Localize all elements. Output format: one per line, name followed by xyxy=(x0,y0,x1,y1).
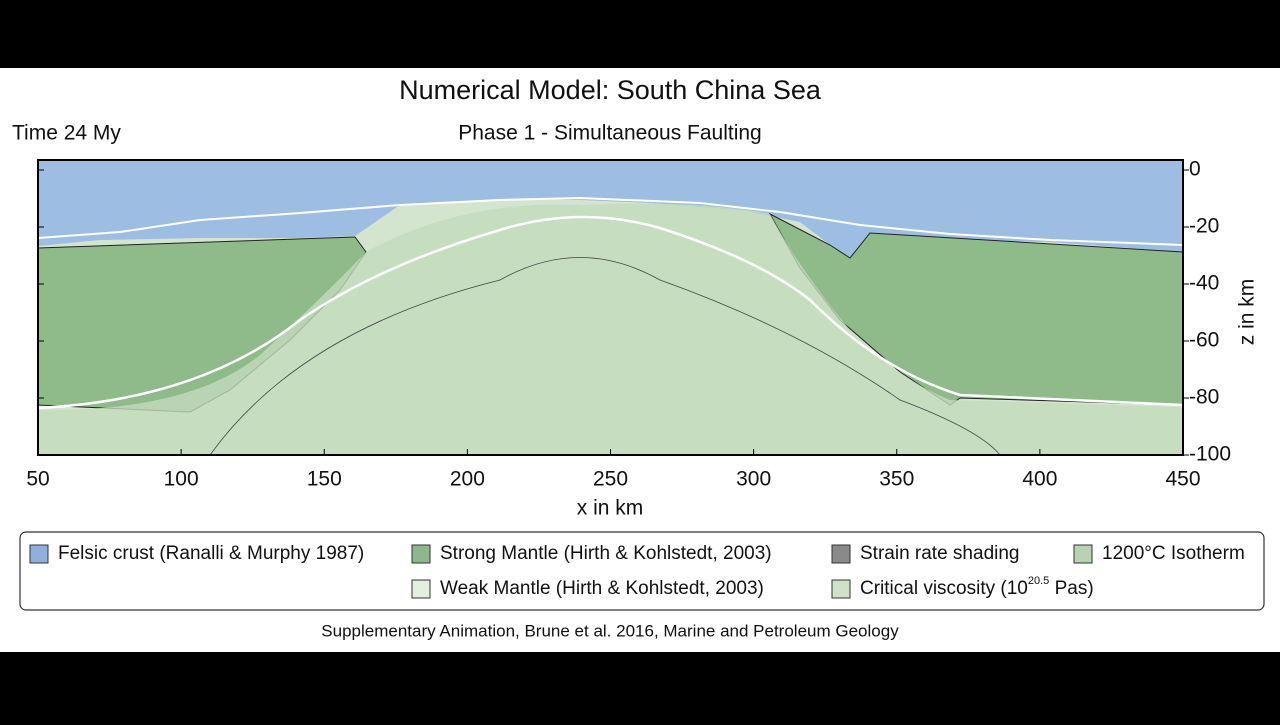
x-axis-label: x in km xyxy=(577,497,644,520)
legend: Felsic crust (Ranalli & Murphy 1987) Stro… xyxy=(19,531,1265,611)
x-tick-label: 250 xyxy=(593,468,628,491)
legend-swatch xyxy=(411,544,431,564)
crust-isotherm xyxy=(37,196,1184,246)
legend-label: Strain rate shading xyxy=(860,543,1020,564)
legend-swatch xyxy=(29,544,49,564)
x-tick-label: 300 xyxy=(736,468,771,491)
legend-text: Critical viscosity (10 xyxy=(860,578,1028,599)
y-tick-label: -80 xyxy=(1189,386,1219,409)
crust-area xyxy=(38,160,1183,258)
legend-label: Critical viscosity (1020.5 Pas) xyxy=(860,575,1094,599)
weak-mantle-dome xyxy=(38,203,1183,455)
x-tick-label: 200 xyxy=(450,468,485,491)
legend-label: Felsic crust (Ranalli & Murphy 1987) xyxy=(58,543,364,564)
legend-swatch xyxy=(831,544,851,564)
title: Numerical Model: South China Sea xyxy=(399,75,822,105)
x-tick-label: 450 xyxy=(1165,468,1200,491)
x-tick-label: 400 xyxy=(1022,468,1057,491)
y-tick-label: 0 xyxy=(1189,158,1201,181)
legend-text: Weak Mantle (Hirth & Kohlstedt, 2003) xyxy=(440,578,764,599)
legend-swatch xyxy=(411,579,431,599)
footer: Supplementary Animation, Brune et al. 20… xyxy=(321,621,899,640)
legend-label: 1200°C Isotherm xyxy=(1102,543,1245,564)
x-tick-label: 50 xyxy=(26,468,49,491)
viscosity-contour xyxy=(209,257,1001,456)
subtitle: Phase 1 - Simultaneous Faulting xyxy=(458,122,762,145)
legend-swatch xyxy=(831,579,851,599)
legend-sup: 20.5 xyxy=(1028,575,1049,587)
legend-box xyxy=(19,531,1265,611)
model-cross-section xyxy=(37,159,1184,456)
isotherm-line xyxy=(37,215,1184,410)
legend-text: Strain rate shading xyxy=(860,543,1020,564)
legend-text: Felsic crust (Ranalli & Murphy 1987) xyxy=(58,543,364,564)
x-tick-label: 350 xyxy=(879,468,914,491)
legend-text: Strong Mantle (Hirth & Kohlstedt, 2003) xyxy=(440,543,772,564)
y-tick-label: -20 xyxy=(1189,215,1219,238)
x-tick-label: 150 xyxy=(307,468,342,491)
time-label: Time 24 My xyxy=(12,122,121,145)
legend-tail: Pas) xyxy=(1049,578,1093,599)
y-tick-label: -40 xyxy=(1189,272,1219,295)
legend-text: 1200°C Isotherm xyxy=(1102,543,1245,564)
x-tick-label: 100 xyxy=(164,468,199,491)
legend-swatch xyxy=(1073,544,1093,564)
legend-label: Weak Mantle (Hirth & Kohlstedt, 2003) xyxy=(440,578,764,599)
y-tick-label: -100 xyxy=(1189,443,1231,466)
legend-label: Strong Mantle (Hirth & Kohlstedt, 2003) xyxy=(440,543,772,564)
y-axis-label: z in km xyxy=(1236,279,1259,346)
y-tick-label: -60 xyxy=(1189,329,1219,352)
